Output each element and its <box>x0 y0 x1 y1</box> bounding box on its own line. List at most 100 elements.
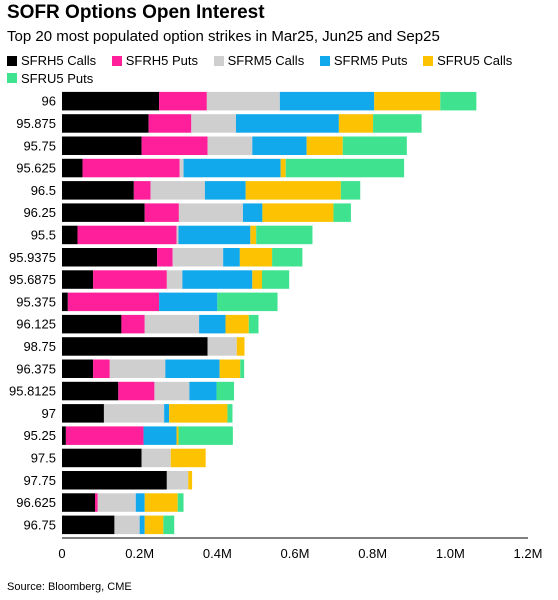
bar-segment <box>172 248 224 267</box>
bar-segment <box>62 404 104 423</box>
chart-subtitle: Top 20 most populated option strikes in … <box>7 28 440 45</box>
source-note: Source: Bloomberg, CME <box>7 581 132 593</box>
bar-segment <box>178 203 243 222</box>
bar-segment <box>62 248 158 267</box>
bar-segment <box>338 114 374 133</box>
bar-segment <box>166 270 183 289</box>
legend-swatch <box>423 55 434 66</box>
bar-segment <box>166 471 189 490</box>
category-label: 97 <box>42 406 56 421</box>
bar-segment <box>165 359 220 378</box>
bar-segment <box>242 203 263 222</box>
bar-segment <box>207 136 253 155</box>
bar-segment <box>183 158 281 178</box>
category-label: 95.9375 <box>9 250 56 265</box>
bar-row-95.625: 95.625 <box>16 158 405 178</box>
bar-segment <box>133 181 151 200</box>
legend-swatch <box>111 55 122 66</box>
legend-item-sfrh5-calls: SFRH5 Calls <box>7 52 96 69</box>
bar-segment <box>272 248 303 267</box>
chart-title: SOFR Options Open Interest <box>7 2 265 23</box>
bar-segment <box>285 158 405 178</box>
bar-segment <box>235 114 339 133</box>
legend-swatch <box>213 55 224 66</box>
x-tick-label: 0.4M <box>203 546 232 561</box>
bar-segment <box>62 181 134 200</box>
legend: SFRH5 Calls SFRH5 Puts SFRM5 Calls SFRM5… <box>7 52 547 87</box>
bar-row-95.9375: 95.9375 <box>9 248 303 267</box>
bar-segment <box>280 158 286 178</box>
x-tick-label: 1.2M <box>514 546 543 561</box>
bar-segment <box>245 181 341 200</box>
legend-swatch <box>7 73 17 83</box>
legend-label: SFRM5 Calls <box>227 53 305 68</box>
bar-segment <box>204 181 246 200</box>
bar-segment <box>216 381 235 401</box>
category-label: 95.5 <box>31 227 56 242</box>
bar-row-96.25: 96.25 <box>23 203 351 222</box>
bar-segment <box>62 359 94 378</box>
category-label: 97.75 <box>23 473 56 488</box>
bar-segment <box>188 471 193 490</box>
bar-row-98.75: 98.75 <box>23 337 245 356</box>
bar-segment <box>114 515 140 535</box>
bar-segment <box>239 248 273 267</box>
bar-segment <box>225 314 249 334</box>
bar-segment <box>179 158 184 178</box>
bar-segment <box>141 136 208 155</box>
bar-segment <box>223 248 240 267</box>
bar-segment <box>154 381 190 401</box>
bar-segment <box>199 314 226 334</box>
bar-segment <box>141 448 171 468</box>
bar-segment <box>176 225 179 245</box>
legend-item-sfrm5-puts: SFRM5 Puts <box>319 52 408 69</box>
bar-row-95.8125: 95.8125 <box>9 381 235 401</box>
bar-segment <box>374 91 441 111</box>
bar-segment <box>227 404 233 423</box>
category-label: 98.75 <box>23 339 56 354</box>
category-label: 96.125 <box>16 317 56 332</box>
bar-segment <box>143 426 177 445</box>
bar-segment <box>170 448 206 468</box>
bar-segment <box>164 404 170 423</box>
bar-segment <box>93 270 167 289</box>
bar-row-96.5: 96.5 <box>31 181 361 200</box>
bar-segment <box>207 337 237 356</box>
legend-label: SFRH5 Puts <box>125 53 198 68</box>
bar-segment <box>189 381 217 401</box>
bar-segment <box>340 181 361 200</box>
category-label: 95.6875 <box>9 272 56 287</box>
bar-segment <box>191 114 236 133</box>
bar-row-96.75: 96.75 <box>23 515 175 535</box>
bar-segment <box>144 314 200 334</box>
bar-segment <box>250 225 257 245</box>
bar-segment <box>62 337 208 356</box>
bar-row-96.625: 96.625 <box>16 493 184 512</box>
bar-segment <box>95 493 98 512</box>
category-label: 96.25 <box>23 205 56 220</box>
bar-segment <box>62 203 145 222</box>
bar-segment <box>182 270 253 289</box>
bar-segment <box>262 203 334 222</box>
bar-segment <box>93 359 110 378</box>
bar-segment <box>373 114 422 133</box>
bar-segment <box>62 426 66 445</box>
bar-segment <box>261 270 290 289</box>
bar-segment <box>62 136 142 155</box>
bar-segment <box>279 91 375 111</box>
bar-segment <box>342 136 407 155</box>
legend-item-sfru5-puts: SFRU5 Puts <box>7 70 93 87</box>
bar-segment <box>206 91 280 111</box>
bar-segment <box>440 91 477 111</box>
category-label: 96.375 <box>16 361 56 376</box>
bar-segment <box>144 203 179 222</box>
bar-segment <box>177 493 184 512</box>
category-label: 97.5 <box>31 450 56 465</box>
x-tick-label: 0.6M <box>281 546 310 561</box>
bar-segment <box>62 381 119 401</box>
bar-segment <box>62 471 167 490</box>
legend-label: SFRH5 Calls <box>21 53 97 68</box>
bar-segment <box>248 314 259 334</box>
category-label: 95.75 <box>23 138 56 153</box>
